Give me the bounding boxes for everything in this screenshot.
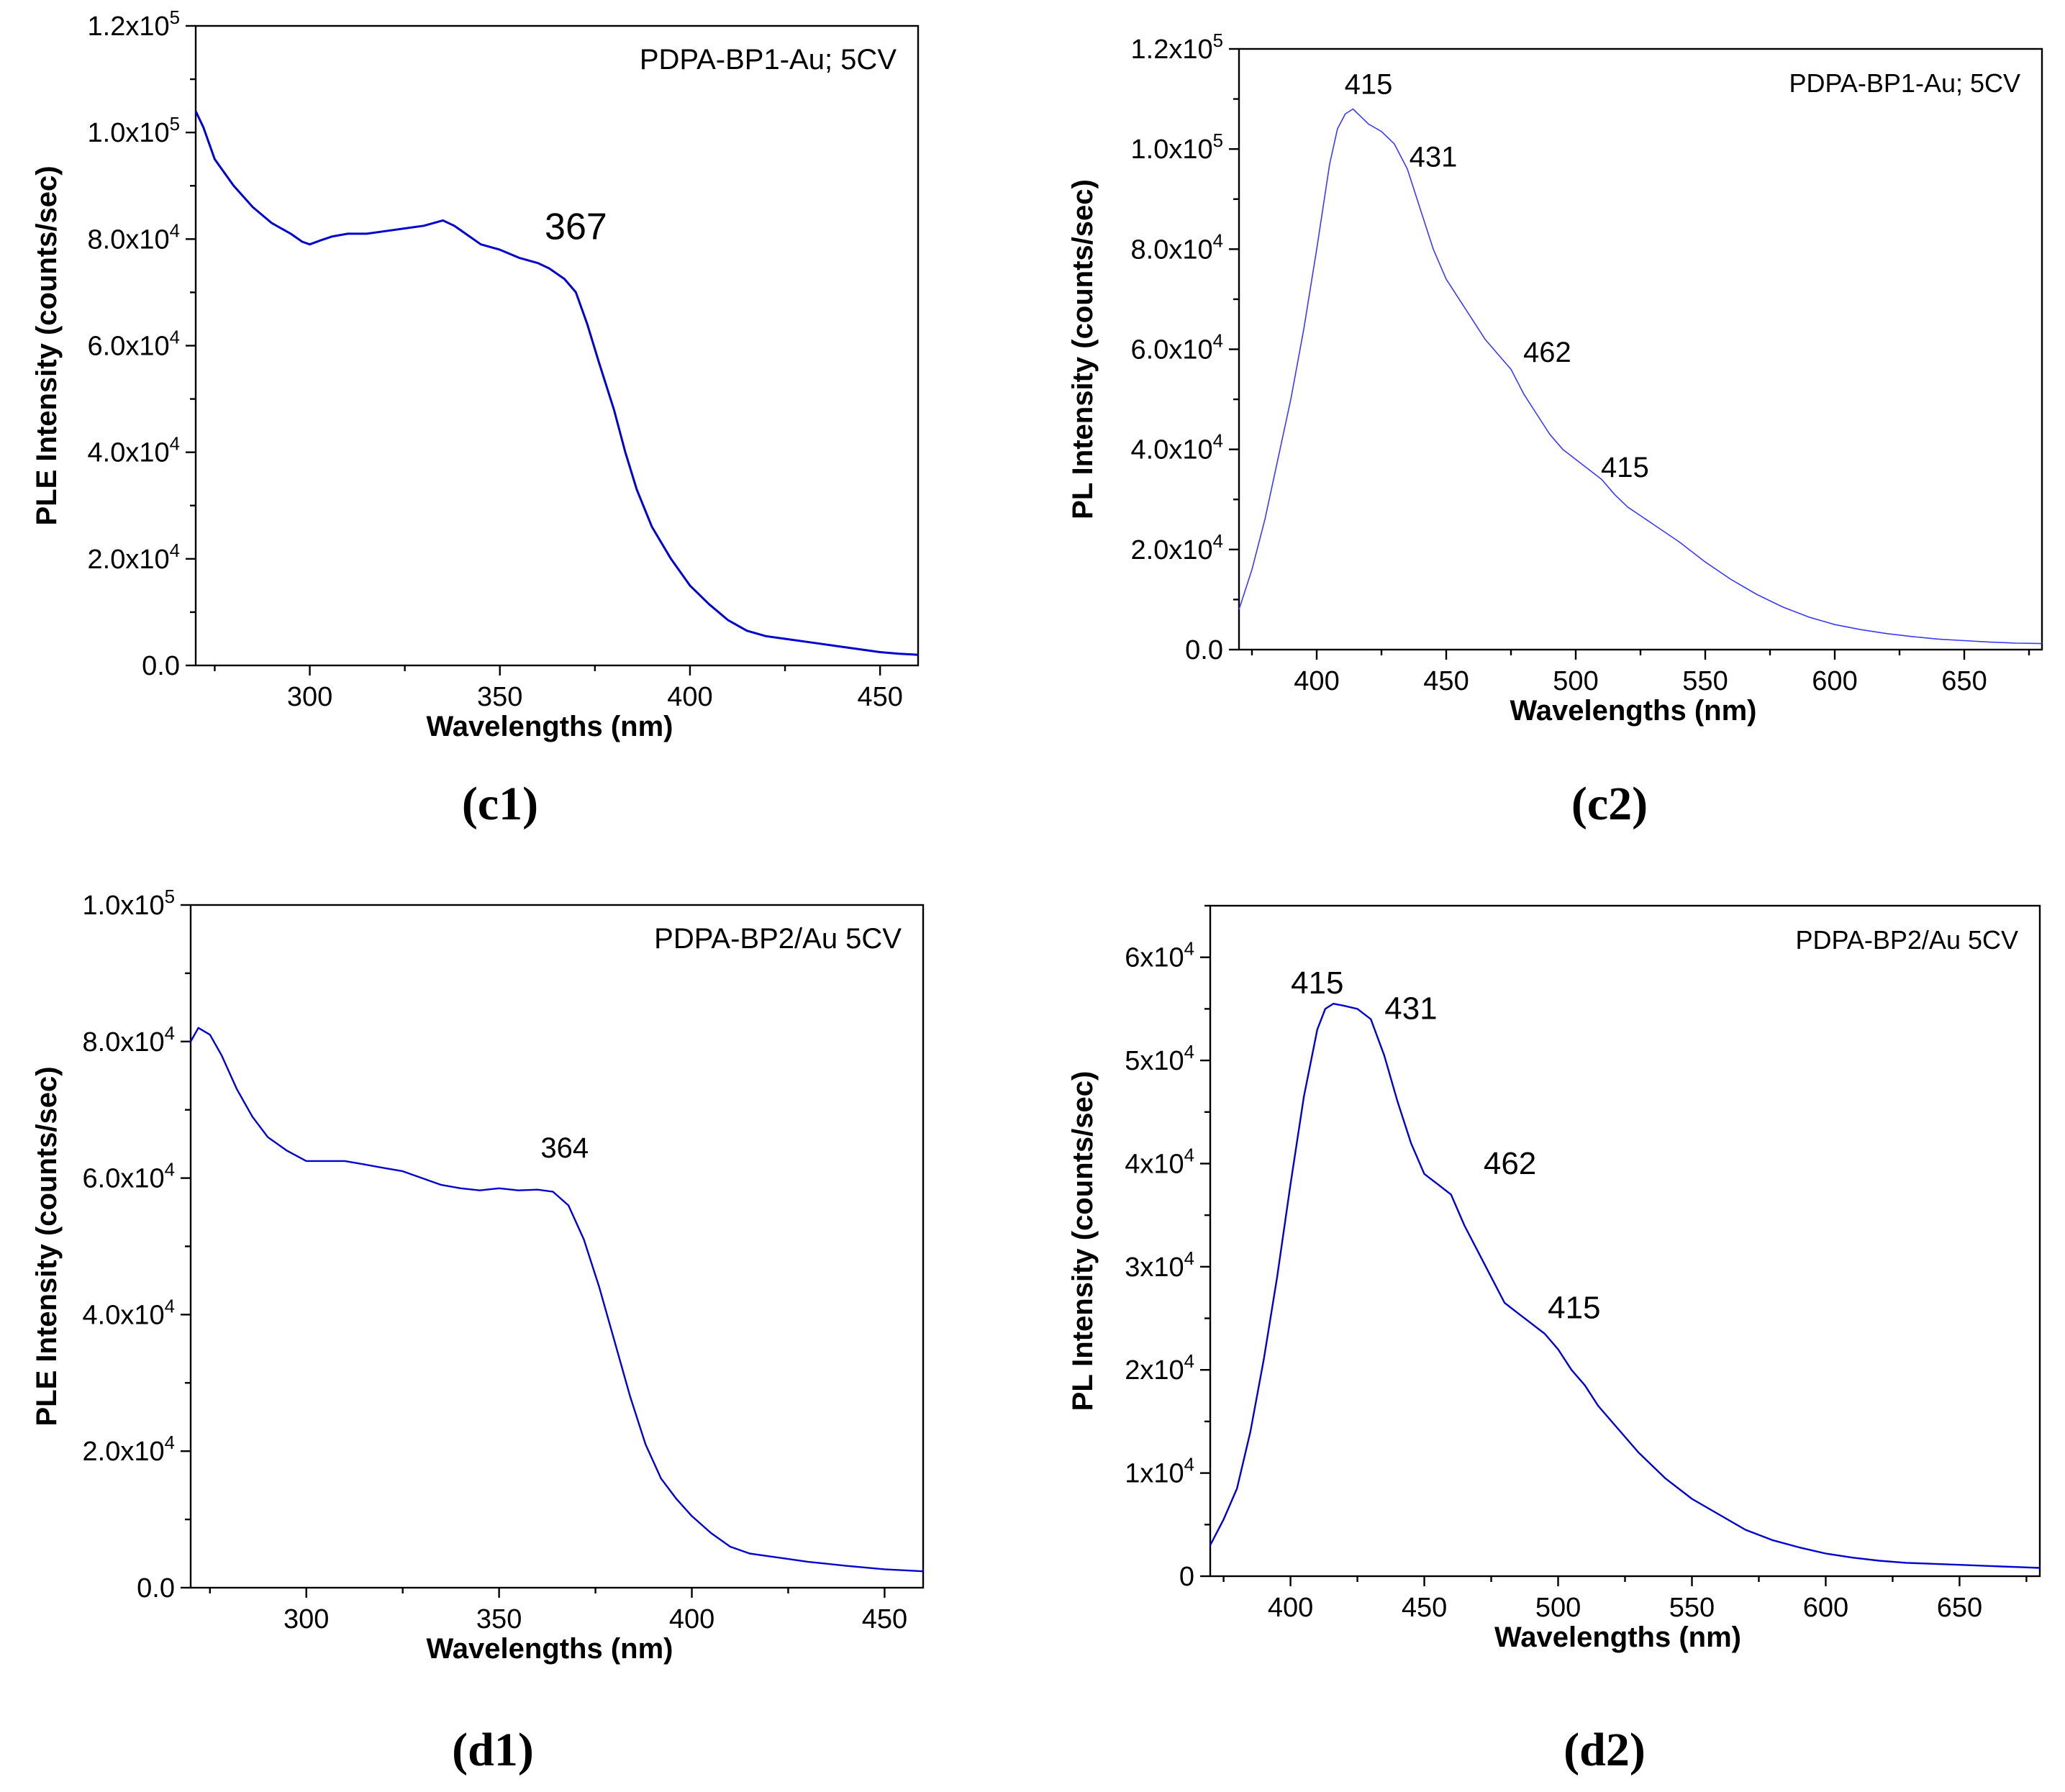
x-tick-label: 400	[669, 1604, 714, 1634]
x-tick-label: 400	[667, 682, 712, 712]
x-tick-label: 300	[283, 1604, 329, 1634]
chart-d2-pl: 400 450 500 550 600 650 0 1x104 2x104 3x104 4x104 5…	[1067, 904, 2041, 1653]
panel-label-d1: (d1)	[452, 1724, 534, 1776]
y-tick-label: 1.0x105	[1131, 131, 1223, 165]
plot-frame	[194, 24, 920, 667]
y-tick-label: 0.0	[1185, 635, 1223, 665]
chart-c2-pl: 400 450 500 550 600 650 0.0 2.0x104 4.0x104 6.0x1…	[1067, 31, 2043, 727]
y-tick-label: 2x104	[1125, 1352, 1194, 1386]
x-axis-label: Wavelengths (nm)	[1510, 695, 1757, 727]
y-tick-label: 0.0	[137, 1573, 175, 1604]
y-tick-label: 4.0x104	[83, 1296, 175, 1330]
y-tick-label: 3x104	[1125, 1249, 1194, 1283]
x-axis-label: Wavelengths (nm)	[427, 1633, 673, 1665]
peak-annotation: 415	[1601, 452, 1649, 483]
y-axis-label: PL Intensity (counts/sec)	[1067, 1071, 1099, 1411]
y-tick-label: 8.0x104	[83, 1024, 175, 1058]
chart-c1-ple: 300 350 400 450 0.0 2.0x104 4.0x104 6.0x104 8.0x…	[31, 8, 920, 742]
peak-annotation: 415	[1345, 69, 1393, 101]
x-tick-label: 350	[476, 1604, 522, 1634]
y-tick-label: 6.0x104	[1131, 332, 1223, 365]
y-tick-label: 1x104	[1125, 1455, 1194, 1489]
y-tick-label: 2.0x104	[83, 1433, 175, 1467]
x-tick-label: 500	[1535, 1593, 1581, 1623]
x-tick-label: 550	[1669, 1593, 1715, 1623]
x-tick-label: 400	[1268, 1593, 1313, 1623]
y-tick-label: 1.2x105	[1131, 31, 1223, 65]
y-axis-label: PLE Intensity (counts/sec)	[31, 1066, 63, 1426]
legend-label: PDPA-BP1-Au; 5CV	[640, 44, 897, 76]
peak-annotation: 462	[1523, 337, 1571, 368]
x-tick-label: 550	[1682, 666, 1728, 696]
x-tick-label: 450	[1402, 1593, 1447, 1623]
series-line	[1238, 108, 2043, 645]
chart-d1-ple: 300 350 400 450 0.0 2.0x104 4.0x104 6.0x104 8.0x…	[31, 887, 925, 1665]
plot-frame	[1209, 904, 2041, 1578]
x-tick-label: 400	[1294, 666, 1339, 696]
x-tick-label: 650	[1937, 1593, 1982, 1623]
peak-annotation: 415	[1548, 1291, 1600, 1326]
panel-label-d2: (d2)	[1564, 1724, 1646, 1776]
series-line	[1209, 1003, 2041, 1569]
plot-frame	[189, 904, 925, 1589]
peak-annotation: 364	[540, 1132, 589, 1164]
series-line	[194, 110, 919, 656]
y-tick-label: 1.0x105	[88, 114, 180, 148]
x-tick-label: 450	[857, 682, 902, 712]
x-tick-label: 450	[862, 1604, 907, 1634]
y-tick-label: 6.0x104	[83, 1160, 175, 1194]
x-axis-label: Wavelengths (nm)	[427, 711, 673, 742]
y-axis-label: PL Intensity (counts/sec)	[1067, 179, 1099, 519]
y-tick-label: 8.0x104	[88, 221, 180, 255]
plot-frame	[1238, 47, 2043, 651]
y-tick-label: 2.0x104	[88, 541, 180, 575]
y-tick-label: 6x104	[1125, 940, 1194, 973]
x-tick-label: 350	[477, 682, 522, 712]
y-axis-label: PLE Intensity (counts/sec)	[31, 165, 63, 525]
y-tick-label: 8.0x104	[1131, 231, 1223, 265]
peak-annotation: 431	[1410, 142, 1458, 173]
x-tick-label: 300	[287, 682, 332, 712]
y-tick-label: 1.2x105	[88, 8, 180, 42]
peak-annotation: 462	[1484, 1146, 1536, 1181]
peak-annotation: 431	[1384, 991, 1437, 1027]
peak-annotation: 367	[545, 206, 607, 247]
y-tick-label: 6.0x104	[88, 328, 180, 362]
legend-label: PDPA-BP2/Au 5CV	[654, 923, 902, 955]
x-tick-label: 450	[1423, 666, 1469, 696]
legend-label: PDPA-BP2/Au 5CV	[1796, 925, 2018, 955]
x-tick-label: 600	[1803, 1593, 1848, 1623]
y-tick-label: 2.0x104	[1131, 532, 1223, 565]
legend-label: PDPA-BP1-Au; 5CV	[1789, 68, 2020, 98]
y-tick-label: 4.0x104	[88, 435, 180, 468]
panel-label-c1: (c1)	[461, 778, 539, 830]
y-tick-label: 4.0x104	[1131, 432, 1223, 465]
x-tick-label: 600	[1812, 666, 1857, 696]
x-tick-label: 650	[1941, 666, 1987, 696]
peak-annotation: 415	[1291, 965, 1343, 1001]
x-axis-label: Wavelengths (nm)	[1494, 1622, 1741, 1653]
y-tick-label: 5x104	[1125, 1042, 1194, 1076]
y-tick-label: 0	[1179, 1562, 1194, 1592]
panel-label-c2: (c2)	[1571, 778, 1648, 830]
y-tick-label: 0.0	[142, 651, 180, 681]
y-tick-label: 1.0x105	[83, 887, 175, 921]
y-tick-label: 4x104	[1125, 1145, 1194, 1179]
x-tick-label: 500	[1553, 666, 1598, 696]
series-line	[189, 1027, 924, 1573]
